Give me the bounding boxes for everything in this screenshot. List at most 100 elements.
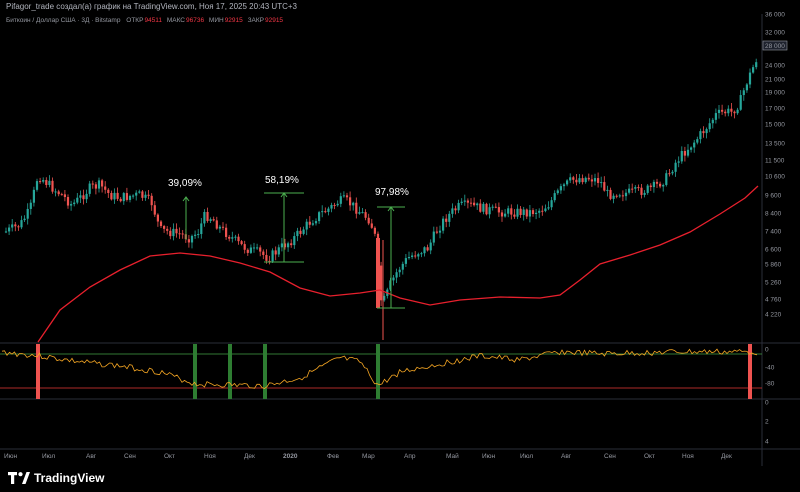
candle-body: [231, 237, 234, 239]
signal-bar-sell: [748, 344, 752, 399]
candle-body: [634, 187, 637, 189]
open-label: ОТКР: [126, 17, 144, 24]
measurement-2: 58,19%: [264, 175, 304, 263]
candle-body: [752, 67, 755, 73]
candle-body: [175, 228, 178, 234]
oscillator-panel: 0 -40 -80 0 2 4: [0, 344, 775, 446]
time-tick-label: Авг: [561, 453, 572, 460]
candle-body: [277, 247, 280, 255]
candle-body: [485, 203, 488, 215]
open-value: 94511: [144, 17, 163, 24]
candle-body: [352, 202, 355, 206]
osc-tick-label: -80: [765, 381, 775, 388]
high-label: МАКС: [166, 17, 186, 24]
candle-body: [113, 192, 116, 200]
candle-body: [116, 192, 119, 199]
price-tick-label: 5 260: [765, 280, 782, 287]
candle-body: [302, 229, 305, 234]
candle-body: [159, 221, 163, 227]
candle-body: [197, 234, 200, 236]
time-tick-label: Дек: [721, 453, 732, 460]
measure-percent-label: 97,98%: [375, 187, 409, 198]
candle-body: [163, 226, 166, 229]
grid-lines: [0, 14, 800, 466]
candle-body: [349, 197, 352, 206]
candle-body: [8, 227, 11, 232]
candle-body: [680, 151, 683, 162]
candle-body: [547, 207, 550, 209]
candle-body: [535, 212, 538, 215]
candle-body: [305, 221, 308, 230]
candle-body: [308, 221, 311, 225]
candle-body: [655, 181, 659, 184]
candle-body: [631, 188, 634, 190]
low-value: 92915: [224, 17, 243, 24]
candle-body: [593, 178, 597, 182]
candle-body: [544, 208, 547, 212]
price-tick-label: 36 000: [765, 12, 785, 19]
candle-body: [132, 195, 135, 197]
candle-body: [733, 111, 736, 114]
candle-body: [215, 220, 218, 229]
candle-body: [35, 181, 39, 190]
candle-body: [550, 200, 553, 208]
candle-body: [17, 226, 20, 228]
candle-body: [107, 189, 110, 193]
candle-body: [584, 177, 587, 183]
candle-body: [234, 236, 237, 238]
tradingview-logo[interactable]: TradingView: [8, 471, 104, 485]
candle-body: [562, 184, 566, 187]
candle-body: [39, 181, 42, 183]
candle-body: [442, 218, 445, 231]
candle-body: [525, 209, 528, 217]
close-value: 92915: [264, 17, 284, 24]
time-tick-label: Ноя: [204, 453, 216, 460]
time-tick-label: Ноя: [682, 453, 694, 460]
close-label: ЗАКР: [247, 17, 264, 24]
candle-body: [321, 211, 324, 213]
candle-body: [643, 192, 646, 195]
candle-body: [466, 200, 469, 203]
candle-body: [383, 295, 386, 301]
candle-body: [569, 177, 572, 181]
candle-body: [135, 192, 138, 196]
candle-body: [42, 180, 45, 182]
measure-arrow: [182, 196, 190, 202]
candle-body: [32, 189, 35, 203]
price-tick-label: 7 400: [765, 229, 782, 236]
candle-body: [101, 180, 104, 187]
tradingview-logo-icon: [8, 472, 30, 484]
price-tick-label: 6 600: [765, 247, 782, 254]
candle-body: [45, 180, 48, 185]
candle-body: [429, 242, 432, 251]
candle-body: [11, 224, 14, 228]
candle-body: [97, 180, 101, 189]
tradingview-logo-text: TradingView: [34, 471, 105, 485]
price-chart[interactable]: 39,09% 58,19% 97,98% 0 -40 -80 0 2 4 36 000 32 0…: [0, 0, 800, 466]
candle-body: [333, 204, 336, 206]
candle-body: [29, 202, 32, 209]
time-tick-label: Окт: [164, 453, 175, 460]
candle-body: [91, 183, 94, 185]
candle-body: [513, 214, 516, 217]
candle-body: [420, 253, 423, 255]
candle-body: [618, 195, 621, 197]
candle-body: [497, 207, 500, 213]
candle-body: [587, 177, 590, 180]
candle-body: [76, 197, 79, 203]
time-tick-label: Фев: [327, 453, 340, 460]
candle-body: [54, 191, 57, 193]
candle-body: [699, 131, 702, 140]
candle-body: [507, 208, 510, 214]
candle-body: [138, 191, 141, 193]
current-price-box: [762, 40, 788, 51]
lower-tick-label: 4: [765, 439, 769, 446]
candle-body: [531, 210, 535, 215]
candle-body: [194, 234, 197, 236]
time-tick-label: Дек: [244, 453, 255, 460]
candle-body: [590, 179, 593, 182]
price-tick-label: 11 500: [765, 158, 785, 165]
candle-body: [389, 280, 392, 290]
candle-body: [265, 254, 268, 261]
candle-body: [677, 161, 680, 163]
